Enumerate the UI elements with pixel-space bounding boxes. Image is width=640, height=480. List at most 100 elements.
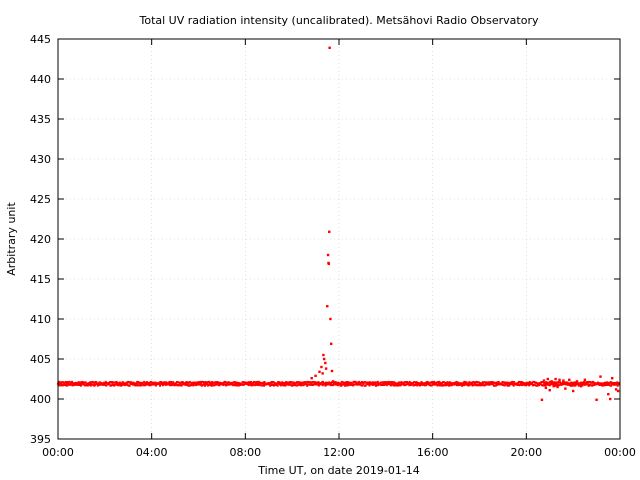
baseline-point (485, 381, 488, 384)
baseline-point (281, 381, 284, 384)
baseline-point (436, 384, 439, 387)
baseline-point (394, 384, 397, 387)
baseline-point (263, 380, 266, 383)
data-point (326, 305, 329, 308)
baseline-point (320, 383, 323, 386)
data-point (542, 379, 546, 382)
baseline-point (213, 384, 216, 387)
baseline-point (139, 382, 142, 385)
data-point (546, 377, 549, 381)
baseline-point (358, 380, 361, 383)
baseline-point (448, 382, 451, 385)
baseline-point (104, 380, 107, 383)
baseline-point (286, 381, 289, 384)
baseline-point (460, 382, 463, 385)
baseline-point (68, 380, 71, 383)
baseline-point (484, 381, 487, 384)
data-point (552, 385, 555, 388)
baseline-point (128, 384, 131, 387)
baseline-point (278, 381, 281, 384)
baseline-point (292, 383, 295, 386)
baseline-point (385, 381, 388, 384)
baseline-point (545, 381, 548, 384)
baseline-point (233, 381, 236, 384)
baseline-point (178, 381, 181, 384)
baseline-point (474, 382, 477, 385)
baseline-point (371, 381, 374, 384)
baseline-point (431, 380, 434, 383)
data-point (327, 262, 331, 265)
baseline-point (154, 384, 157, 387)
data-point (550, 380, 553, 383)
baseline-point (413, 381, 416, 384)
data-point (326, 253, 330, 257)
baseline-point (110, 384, 113, 387)
baseline-point (193, 381, 196, 384)
baseline-point (325, 383, 328, 386)
baseline-point (556, 384, 559, 387)
data-point (558, 378, 561, 381)
baseline-point (153, 383, 156, 386)
baseline-point (572, 383, 575, 386)
data-point (322, 353, 325, 357)
baseline-point (235, 381, 238, 384)
baseline-point (190, 383, 193, 386)
data-point (321, 372, 324, 375)
baseline-point (548, 384, 551, 387)
baseline-point (59, 381, 62, 384)
baseline-point (310, 382, 313, 385)
baseline-point (445, 384, 448, 387)
baseline-point (558, 384, 561, 387)
baseline-point (298, 382, 301, 385)
data-point (320, 365, 323, 369)
y-tick-label: 445 (30, 33, 51, 46)
grid-lines (58, 39, 620, 439)
baseline-point (80, 383, 83, 386)
baseline-point (537, 384, 540, 387)
baseline-point (480, 382, 483, 385)
baseline-point (317, 384, 320, 387)
baseline-point (339, 382, 342, 385)
data-point (616, 389, 620, 393)
baseline-point (570, 383, 573, 386)
baseline-point (135, 384, 138, 387)
data-point (330, 369, 334, 373)
baseline-point (77, 381, 80, 384)
baseline-point (571, 384, 574, 387)
y-tick-labels: 395 400 405 410 415 420 425 430 435 440 445 (30, 33, 51, 446)
baseline-point (391, 381, 394, 384)
baseline-point (497, 380, 500, 383)
baseline-point (210, 382, 213, 385)
baseline-point (387, 380, 390, 383)
baseline-point (400, 381, 403, 384)
baseline-point (372, 382, 375, 385)
baseline-point (512, 384, 515, 387)
baseline-point (467, 382, 470, 385)
baseline-point (572, 381, 575, 384)
baseline-point (263, 384, 266, 387)
baseline-point (471, 382, 474, 385)
baseline-point (542, 381, 545, 384)
baseline-point (344, 382, 347, 385)
baseline-point (472, 384, 475, 387)
baseline-point (334, 381, 337, 384)
baseline-point (175, 382, 178, 385)
baseline-point (186, 383, 189, 386)
baseline-point (608, 382, 611, 385)
baseline-point (336, 383, 339, 386)
baseline-point (512, 382, 515, 385)
baseline-point (242, 383, 245, 386)
baseline-point (397, 383, 400, 386)
data-point (573, 384, 577, 387)
baseline-point (461, 384, 464, 387)
baseline-point (154, 381, 157, 384)
baseline-point (256, 382, 259, 385)
data-point (587, 384, 590, 387)
baseline-point (337, 384, 340, 387)
baseline-point (503, 384, 506, 387)
data-point (603, 383, 606, 386)
data-point (324, 367, 328, 370)
baseline-point (340, 384, 343, 387)
data-point (324, 361, 327, 365)
